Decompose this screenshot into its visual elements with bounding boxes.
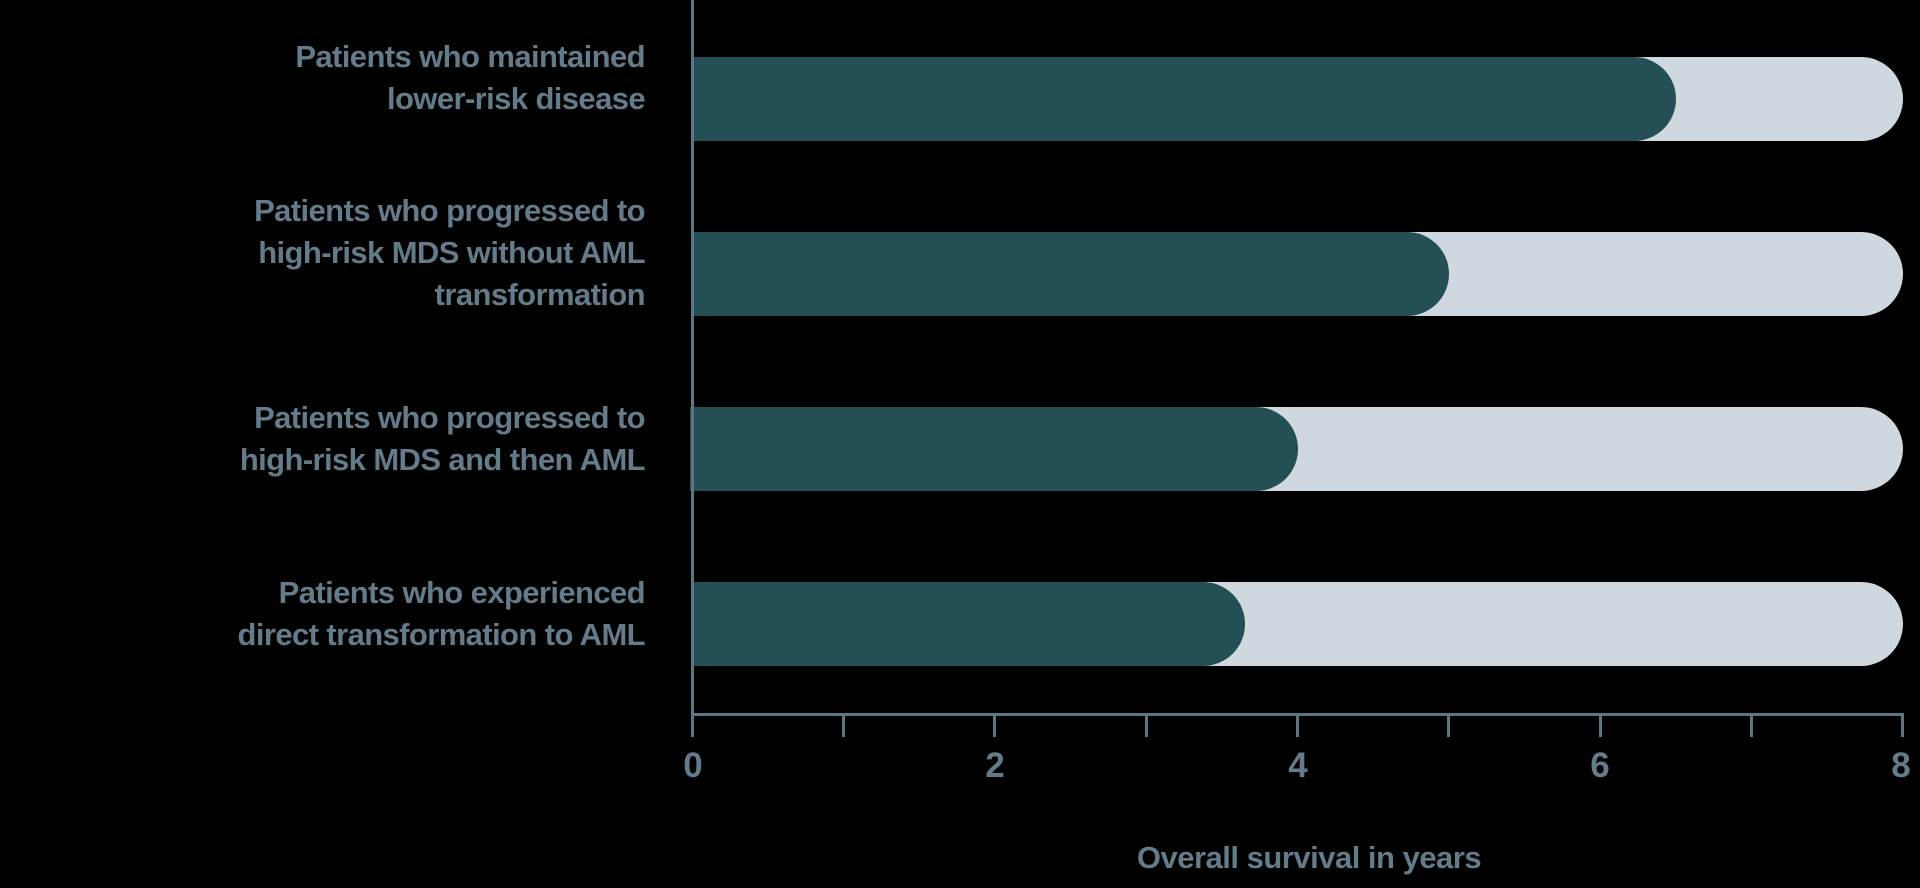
- x-tick-label-4: 4: [1288, 746, 1308, 785]
- bar-track: [692, 582, 1903, 666]
- x-tick-label-2: 2: [985, 746, 1005, 785]
- x-tick: [691, 713, 694, 737]
- bar-high-risk-then-aml: [690, 407, 1298, 491]
- bar-high-risk-no-aml: [692, 232, 1449, 316]
- bar-track: [692, 232, 1903, 316]
- bar-track: [692, 57, 1903, 141]
- x-tick-label-0: 0: [683, 746, 703, 785]
- x-axis-title: Overall survival in years: [1136, 840, 1482, 875]
- x-tick: [1296, 713, 1299, 737]
- x-tick-label-8: 8: [1891, 746, 1911, 785]
- category-label-lower-risk: Patients who maintained lower-risk disea…: [295, 39, 645, 116]
- bar-direct-aml: [692, 582, 1245, 666]
- x-tick: [993, 713, 996, 737]
- x-tick: [1750, 713, 1753, 737]
- category-label-high-risk-then-aml: Patients who progressed to high-risk MDS…: [239, 400, 646, 477]
- x-tick: [1145, 713, 1148, 737]
- y-axis-line: [691, 0, 694, 716]
- x-tick: [842, 713, 845, 737]
- x-tick: [1599, 713, 1602, 737]
- category-label-high-risk-no-aml: Patients who progressed to high-risk MDS…: [254, 193, 646, 312]
- bar-track: [690, 407, 1903, 491]
- bar-lower-risk: [692, 57, 1676, 141]
- x-tick-label-6: 6: [1590, 746, 1610, 785]
- category-label-direct-aml: Patients who experienced direct transfor…: [237, 575, 646, 652]
- x-tick: [1901, 713, 1904, 737]
- x-tick: [1447, 713, 1450, 737]
